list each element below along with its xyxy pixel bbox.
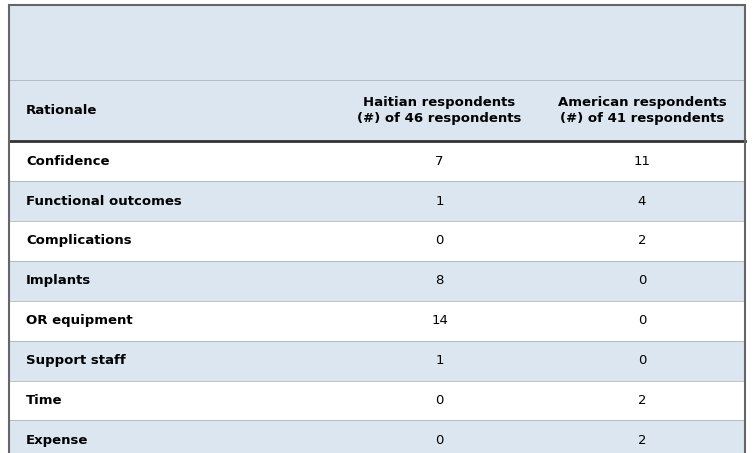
Text: 0: 0	[435, 235, 444, 247]
Bar	[9, 80, 745, 141]
Text: 7: 7	[435, 155, 444, 168]
Text: 11: 11	[633, 155, 651, 168]
Text: American respondents
(#) of 41 respondents: American respondents (#) of 41 responden…	[557, 96, 726, 125]
Text: Support staff: Support staff	[26, 354, 126, 367]
Text: OR equipment: OR equipment	[26, 314, 133, 327]
Text: 0: 0	[638, 314, 646, 327]
Bar	[9, 261, 745, 301]
Text: Implants: Implants	[26, 275, 91, 287]
Text: 1: 1	[435, 195, 444, 207]
Text: 0: 0	[638, 354, 646, 367]
Text: 0: 0	[435, 434, 444, 447]
Text: Confidence: Confidence	[26, 155, 109, 168]
Text: 2: 2	[638, 235, 646, 247]
Text: Time: Time	[26, 394, 63, 407]
Bar	[9, 301, 745, 341]
Bar	[9, 341, 745, 381]
Text: 0: 0	[435, 394, 444, 407]
Bar	[9, 5, 745, 80]
Text: Rationale: Rationale	[26, 104, 97, 117]
Text: 0: 0	[638, 275, 646, 287]
Text: 14: 14	[431, 314, 448, 327]
Bar	[9, 221, 745, 261]
Text: Complications: Complications	[26, 235, 132, 247]
Text: 2: 2	[638, 394, 646, 407]
Text: Haitian respondents
(#) of 46 respondents: Haitian respondents (#) of 46 respondent…	[357, 96, 522, 125]
Text: Functional outcomes: Functional outcomes	[26, 195, 182, 207]
Text: 2: 2	[638, 434, 646, 447]
Bar	[9, 420, 745, 453]
Text: 1: 1	[435, 354, 444, 367]
Bar	[9, 141, 745, 181]
Text: 4: 4	[638, 195, 646, 207]
Bar	[9, 181, 745, 221]
Bar	[9, 381, 745, 420]
Text: 8: 8	[435, 275, 444, 287]
Text: Expense: Expense	[26, 434, 88, 447]
